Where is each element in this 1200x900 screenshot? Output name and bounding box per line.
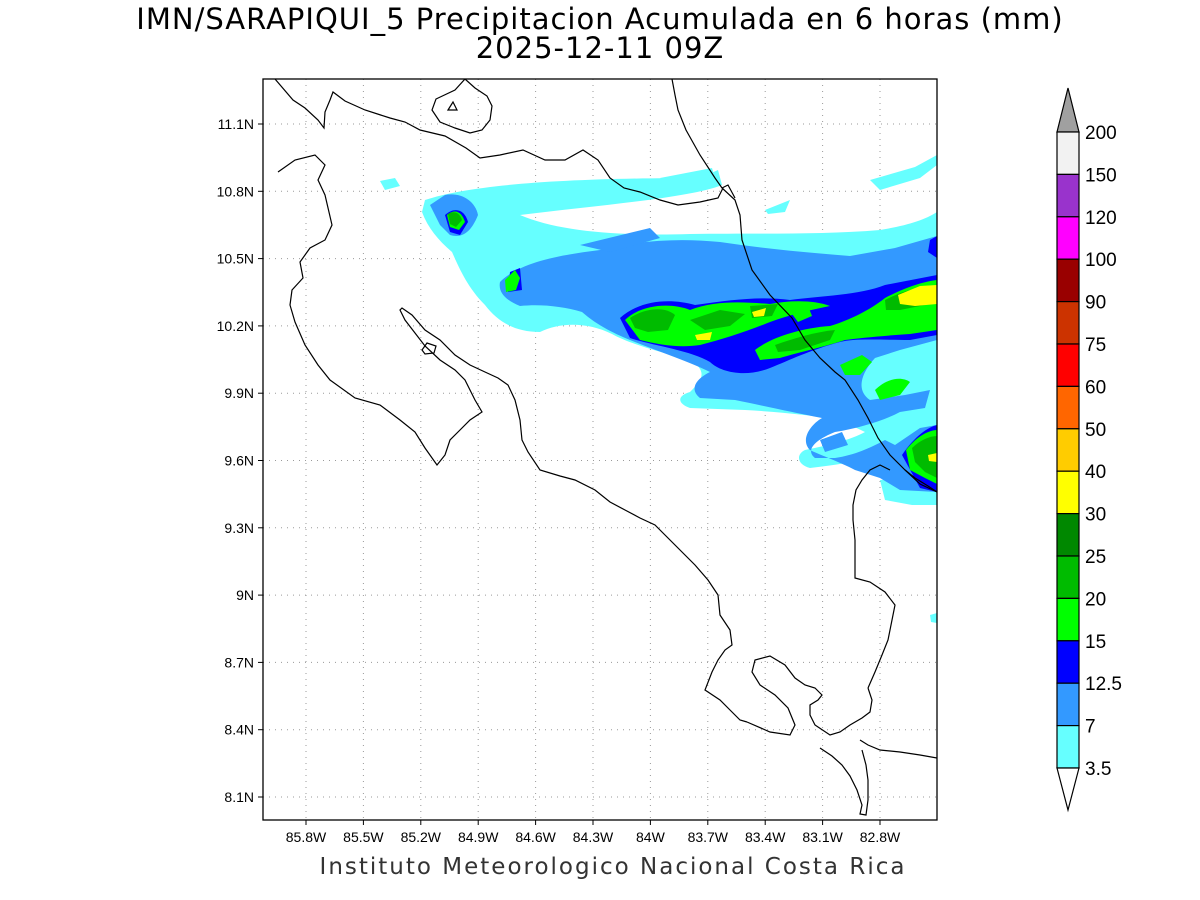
colorbar-swatch xyxy=(1056,301,1080,345)
colorbar-label: 50 xyxy=(1085,420,1106,441)
lat-tick-label: 10.2N xyxy=(217,318,254,334)
lon-tick-label: 85.5W xyxy=(343,829,384,845)
precipitation-field xyxy=(380,155,937,623)
lat-tick-label: 8.4N xyxy=(224,722,254,738)
colorbar-label: 15 xyxy=(1085,632,1106,653)
lon-tick-label: 85.8W xyxy=(286,829,327,845)
colorbar-swatch xyxy=(1056,512,1080,557)
colorbar-swatch xyxy=(1056,343,1080,388)
lon-tick-label: 84.6W xyxy=(515,829,556,845)
lat-tick-label: 10.5N xyxy=(217,251,254,267)
footer-credit: Instituto Meteorologico Nacional Costa R… xyxy=(319,854,907,880)
coastline xyxy=(274,79,937,816)
colorbar-label: 120 xyxy=(1085,208,1117,229)
lat-tick-label: 9.9N xyxy=(224,385,254,401)
colorbar-swatch xyxy=(1056,258,1080,303)
colorbar-legend: 200 150 120 100 90 75 60 50 40 30 25 20 15 12.5 7 3.5 xyxy=(1056,87,1122,813)
colorbar-arrow-bottom xyxy=(1056,767,1080,813)
colorbar-label: 75 xyxy=(1085,335,1106,356)
colorbar-swatch xyxy=(1056,555,1080,600)
colorbar-swatch xyxy=(1056,216,1080,260)
colorbar-label: 12.5 xyxy=(1085,674,1122,695)
lat-tick-label: 9N xyxy=(236,587,254,603)
lon-tick-label: 84.9W xyxy=(458,829,499,845)
colorbar-label: 200 xyxy=(1085,123,1117,144)
latitude-axis: 11.1N 10.8N 10.5N 10.2N 9.9N 9.6N 9.3N 9N 8.7N 8.… xyxy=(217,116,263,805)
colorbar-label: 25 xyxy=(1085,547,1106,568)
lon-tick-label: 84.3W xyxy=(573,829,614,845)
lat-tick-label: 11.1N xyxy=(218,116,254,132)
lat-tick-label: 10.8N xyxy=(217,183,254,199)
colorbar-label: 60 xyxy=(1085,377,1106,398)
colorbar-swatch xyxy=(1056,597,1080,642)
lon-tick-label: 83.4W xyxy=(745,829,786,845)
map-frame xyxy=(262,78,938,821)
colorbar-swatch xyxy=(1056,682,1080,727)
colorbar-arrow-top xyxy=(1056,87,1080,133)
colorbar-label: 30 xyxy=(1085,505,1106,526)
colorbar-swatch xyxy=(1056,385,1080,430)
colorbar-swatch xyxy=(1056,131,1080,176)
lon-tick-label: 83.1W xyxy=(802,829,843,845)
colorbar-label: 3.5 xyxy=(1085,759,1111,780)
colorbar-swatch xyxy=(1056,470,1080,515)
colorbar-label: 7 xyxy=(1085,717,1096,738)
lat-tick-label: 8.7N xyxy=(224,654,254,670)
map-title: IMN/SARAPIQUI_5 Precipitacion Acumulada … xyxy=(136,2,1064,36)
lat-tick-label: 8.1N xyxy=(224,789,254,805)
map-subtitle: 2025-12-11 09Z xyxy=(475,31,725,65)
colorbar-swatch xyxy=(1056,724,1080,769)
colorbar-label: 150 xyxy=(1085,165,1117,186)
lat-tick-label: 9.3N xyxy=(224,520,254,536)
colorbar-swatch xyxy=(1056,173,1080,218)
lon-tick-label: 83.7W xyxy=(688,829,729,845)
colorbar-label: 20 xyxy=(1085,589,1106,610)
colorbar-label: 100 xyxy=(1085,250,1117,271)
lon-tick-label: 84W xyxy=(636,829,666,845)
colorbar-label: 40 xyxy=(1085,462,1106,483)
colorbar-label: 90 xyxy=(1085,293,1106,314)
lat-tick-label: 9.6N xyxy=(224,453,254,469)
colorbar-swatch xyxy=(1056,640,1080,684)
lon-tick-label: 82.8W xyxy=(860,829,901,845)
lon-tick-label: 85.2W xyxy=(401,829,442,845)
colorbar-swatch xyxy=(1056,428,1080,472)
longitude-axis: 85.8W 85.5W 85.2W 84.9W 84.6W 84.3W 84W 83.7W 83… xyxy=(286,820,901,845)
